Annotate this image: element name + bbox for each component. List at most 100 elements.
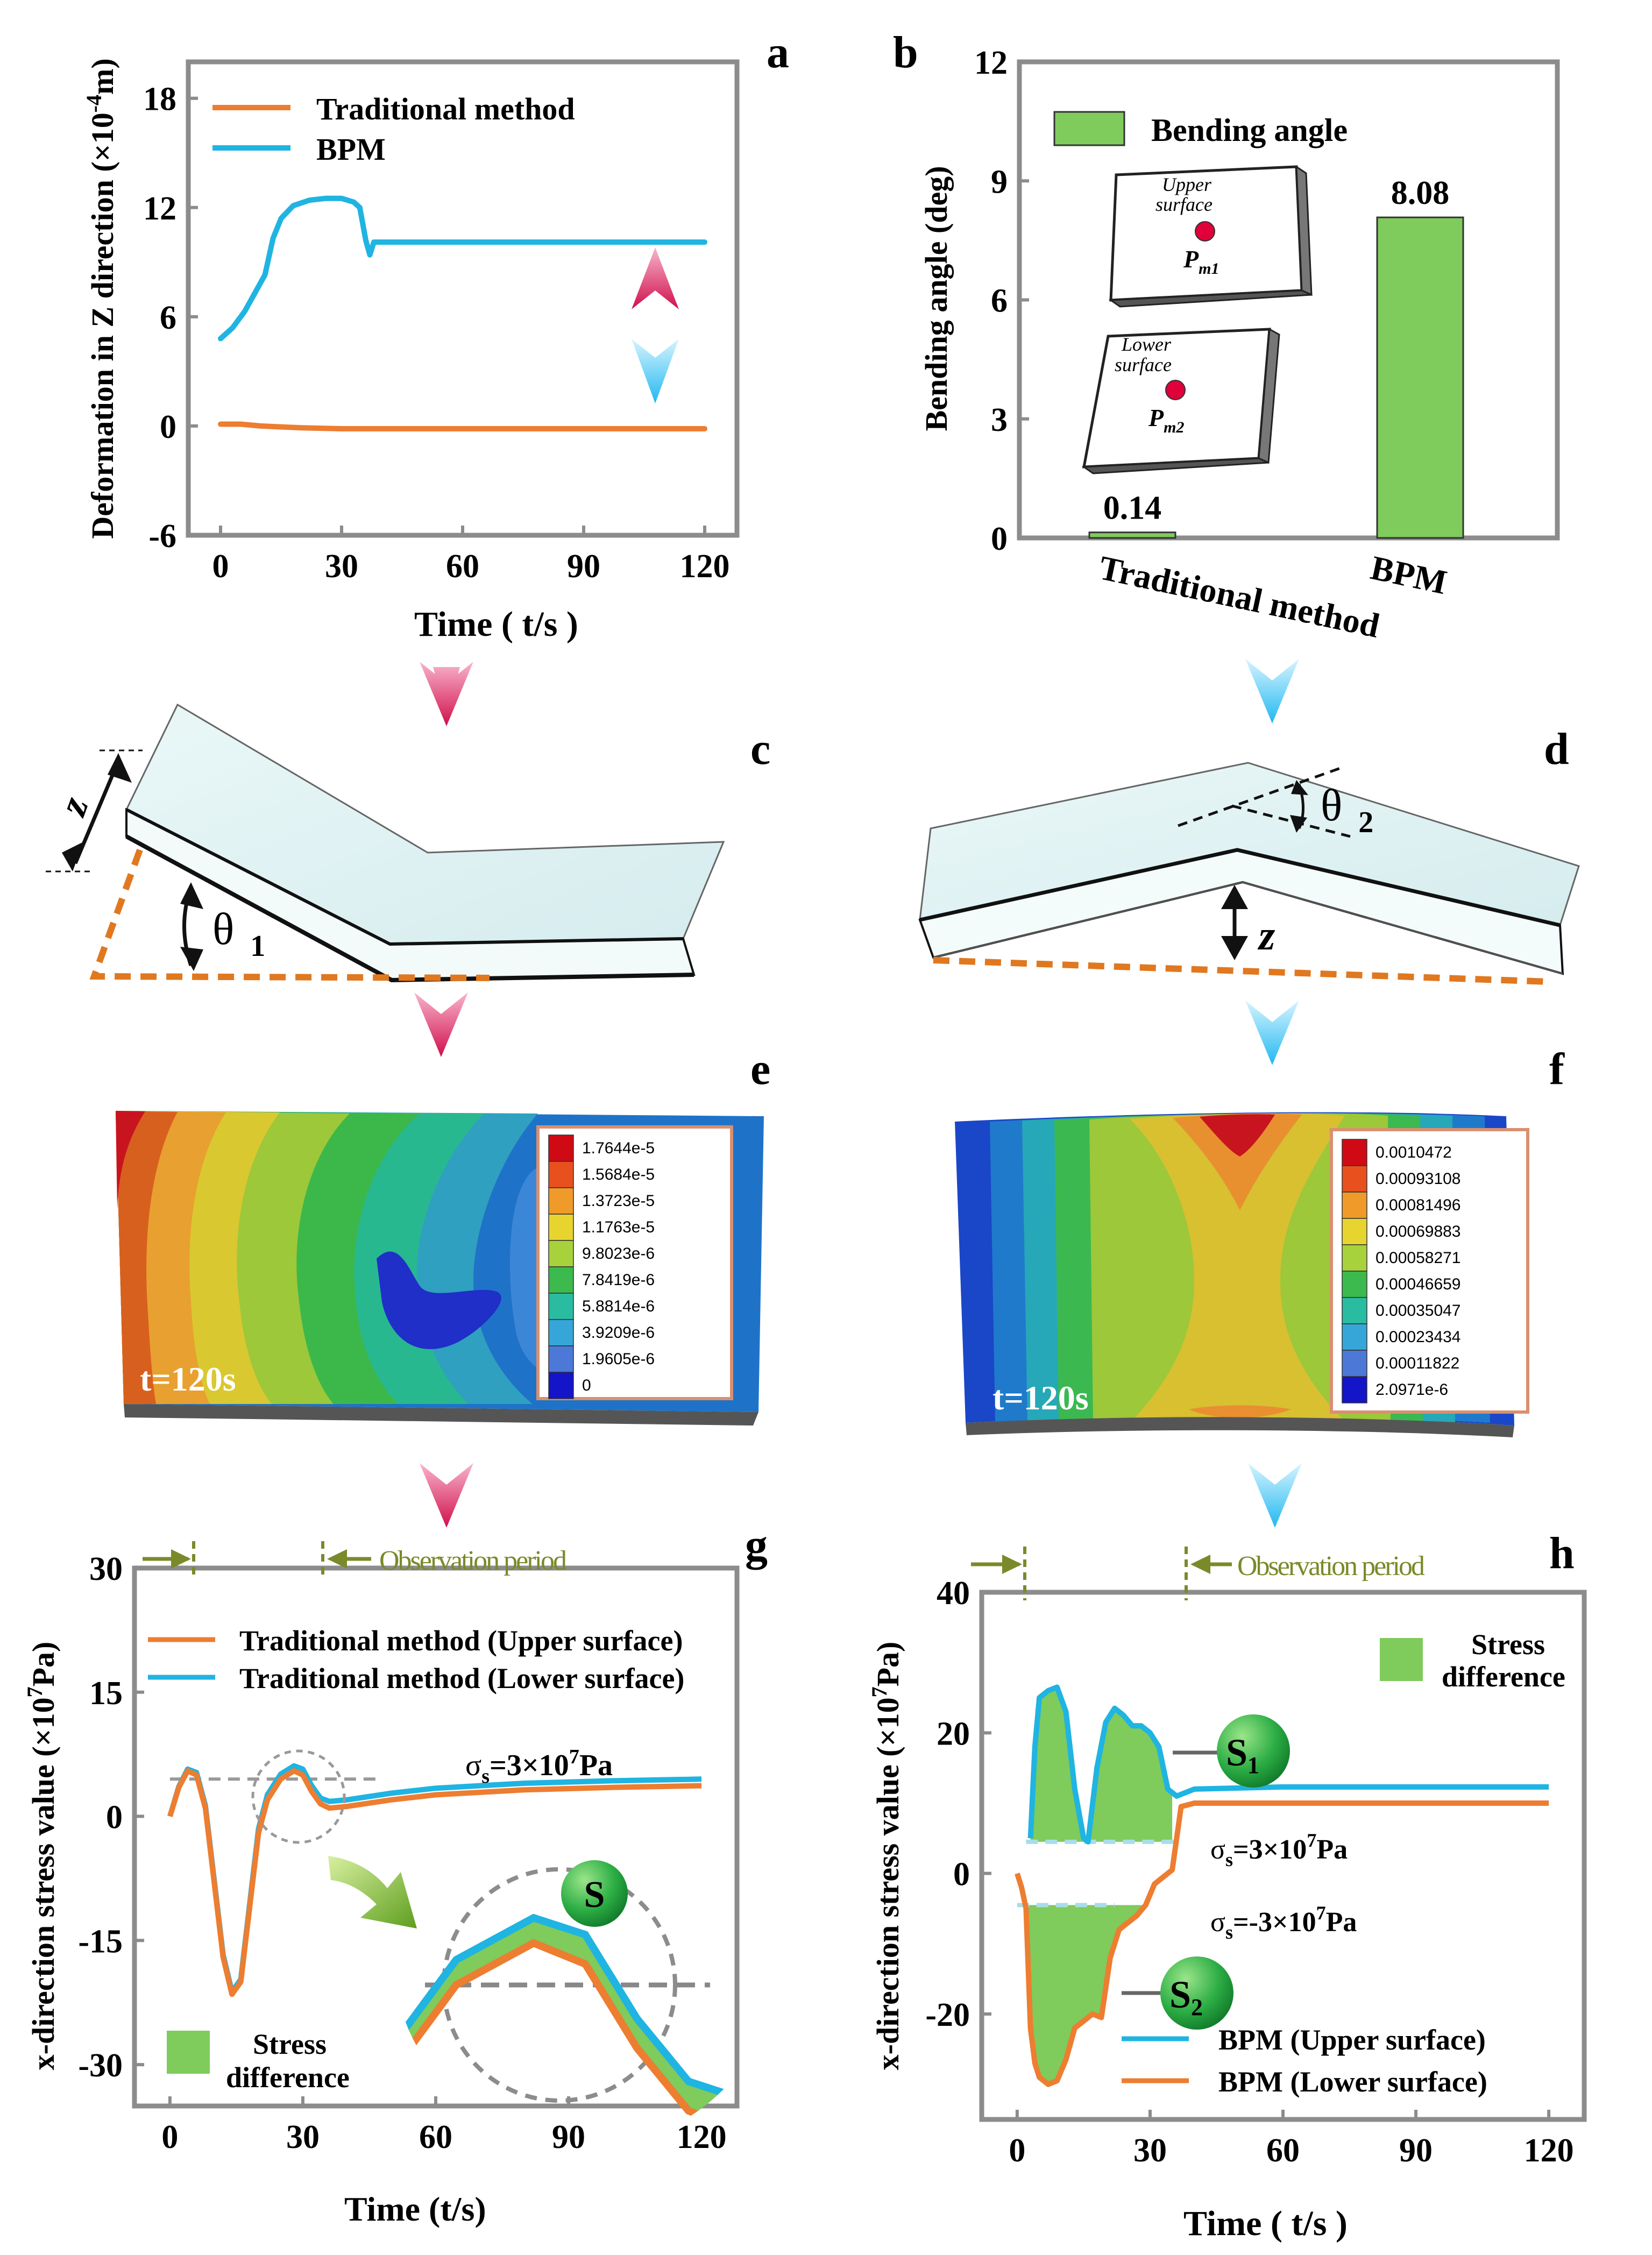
panel-g-ticks: 0 30 60 90 120 -30 -15 0 15 30 [78,1551,726,2155]
panel-b-inset-upper-title2: surface [1155,194,1213,215]
panel-g-focus-circle [251,1749,346,1844]
panel-h-legend-upper: BPM (Upper surface) [1218,2024,1486,2056]
panel-b-ytick-label: 12 [974,45,1008,81]
panel-h-fill-upper [1030,1687,1173,1842]
panel-g-ytick-label: 0 [106,1799,123,1836]
panel-a-ticks: 0 30 60 90 120 -6 0 6 12 18 [143,81,730,585]
panel-g-zoom-inset: S [393,1860,780,2136]
panel-h-ylabel: x-direction stress value (×107Pa) [867,1642,905,2070]
panel-f-legend-value: 0.00069883 [1376,1223,1461,1240]
panel-g-ytick-label: 15 [89,1675,123,1712]
panel-h-xlabel: Time ( t/s ) [1183,2204,1348,2243]
panel-g-sigma-label: σs=3×107Pa [465,1746,613,1788]
panel-g-legend-stress-1: Stress [253,2028,327,2060]
panel-f-legend-value: 0.00046659 [1376,1275,1461,1293]
panel-e-legend-swatch [548,1293,574,1320]
panel-a-series-line-0 [218,421,707,431]
down-arrow-icon-e-to-g [420,1463,473,1528]
panel-b-inset-upper-plate: Upper surface Pm1 [1108,165,1313,308]
panel-a-xtick-label: 30 [325,548,358,585]
panel-f-letter: f [1549,1044,1565,1094]
panel-h-series-line-1 [1015,1800,1549,2087]
panel-g-legend-stress-swatch [167,2031,210,2074]
panel-g-zoom-arrow-icon [328,1856,417,1928]
panel-g-xtick-label: 60 [419,2119,452,2155]
panel-h-series-line-0 [1027,1684,1549,1845]
panel-d-z-label: z [1257,912,1275,959]
panel-b-category-traditional: Traditional method [1096,548,1383,645]
panel-a-legend-traditional: Traditional method [316,91,575,126]
panel-b-inset-lower-point-label: Pm2 [1148,404,1184,436]
panel-e-legend-value: 1.1763e-5 [582,1218,655,1236]
panel-e-letter: e [750,1044,770,1094]
panel-e-legend-swatch [548,1161,574,1188]
panel-b-ytick-label: 0 [991,521,1008,557]
panel-f-legend-swatch [1342,1218,1367,1245]
panel-b-letter: b [893,27,918,77]
panel-f-legend-swatch [1342,1192,1367,1219]
panel-b-bar-value-label-1: 8.08 [1391,175,1450,211]
panel-f-legend: 0.0010472 0.00093108 0.00081496 0.00069883 0… [1342,1139,1461,1403]
panel-g-ytick-label: -30 [78,2047,123,2084]
panel-h-xtick-label: 30 [1133,2132,1167,2169]
panel-g-ylabel: x-direction stress value (×107Pa) [23,1642,61,2070]
panel-a-letter: a [767,27,789,77]
panel-g-legend-upper: Traditional method (Upper surface) [239,1625,683,1657]
panel-b-inset-lower-point [1165,380,1186,400]
panel-a-ytick-label: 0 [160,409,176,445]
panel-f-time-label: t=120s [992,1379,1089,1417]
panel-e-legend-value: 1.9605e-6 [582,1350,655,1368]
panel-a-xlabel: Time ( t/s ) [414,605,578,644]
panel-b-bending-angle-chart: 0 3 6 9 12 0.14 8.08 b Bending angle (deg) Be… [893,27,1560,645]
panel-e-legend-swatch [548,1266,574,1294]
panel-a-deformation-chart: 0 30 60 90 120 -6 0 6 12 18 a Time ( t/s ) Deform… [82,27,789,644]
panel-f-legend-swatch [1342,1271,1367,1298]
panel-f-legend-value: 0.0010472 [1376,1144,1452,1161]
panel-h-observation-marker: Observation period [971,1547,1427,1600]
panel-h-xtick-label: 0 [1009,2132,1025,2169]
panel-h-ytick-label: 40 [937,1575,970,1612]
panel-e-time-label: t=120s [140,1360,236,1398]
panel-a-xtick-label: 120 [680,548,730,585]
panel-e-legend-value: 0 [582,1377,591,1394]
panel-f-simulation-contour: f t=120s 0.00104720.000931080.000814960.… [955,1044,1565,1437]
panel-h-xtick-label: 120 [1524,2132,1574,2169]
panel-e-legend-value: 1.5684e-5 [582,1166,655,1183]
panel-e-legend-value: 5.8814e-6 [582,1297,655,1315]
panel-f-legend-value: 0.00035047 [1376,1302,1461,1320]
panel-e-legend-swatch [548,1187,574,1215]
panel-e-legend-value: 1.7644e-5 [582,1139,655,1157]
panel-h-ticks: 0 30 60 90 120 -20 0 20 40 [925,1575,1573,2169]
panel-g-xtick-label: 30 [286,2119,320,2155]
panel-f-legend-value: 0.00011822 [1376,1355,1459,1372]
panel-a-ytick-label: -6 [148,518,176,555]
panel-g-ytick-label: 30 [89,1551,123,1587]
panel-h-sigma-pos: σs=3×107Pa [1210,1829,1348,1870]
panel-c-z-label: z [50,791,97,822]
panel-g-xtick-label: 90 [552,2119,585,2155]
panel-g-ytick-label: -15 [78,1923,123,1960]
panel-f-legend-value: 0.00023434 [1376,1328,1461,1346]
down-arrow-icon-a-to-c [420,662,473,726]
panel-b-category-bpm: BPM [1367,548,1450,601]
panel-h-legend-stress-2: difference [1442,1661,1565,1693]
panel-a-xtick-label: 90 [567,548,600,585]
panel-b-legend-label: Bending angle [1151,112,1348,148]
panel-h-xtick-label: 60 [1266,2132,1300,2169]
panel-e-legend-value: 1.3723e-5 [582,1192,655,1210]
panel-g-letter: g [745,1520,768,1570]
panel-a-xtick-label: 0 [212,548,229,585]
panel-e-legend-swatch [548,1214,574,1241]
panel-h-letter: h [1549,1528,1575,1578]
panel-h-fill-lower [1026,1905,1177,2084]
panel-h-ytick-label: 0 [953,1856,970,1893]
down-arrow-icon-f-to-h [1248,1463,1302,1528]
panel-b-bar-0 [1088,531,1176,539]
panel-g-legend-stress-2: difference [226,2061,350,2094]
panel-g-stress-chart: 0 30 60 90 120 -30 -15 0 15 30 g Time (t/s) x-dir… [23,1520,780,2228]
panel-a-ytick-label: 12 [143,190,176,227]
panel-f-legend-value: 0.00081496 [1376,1196,1461,1214]
